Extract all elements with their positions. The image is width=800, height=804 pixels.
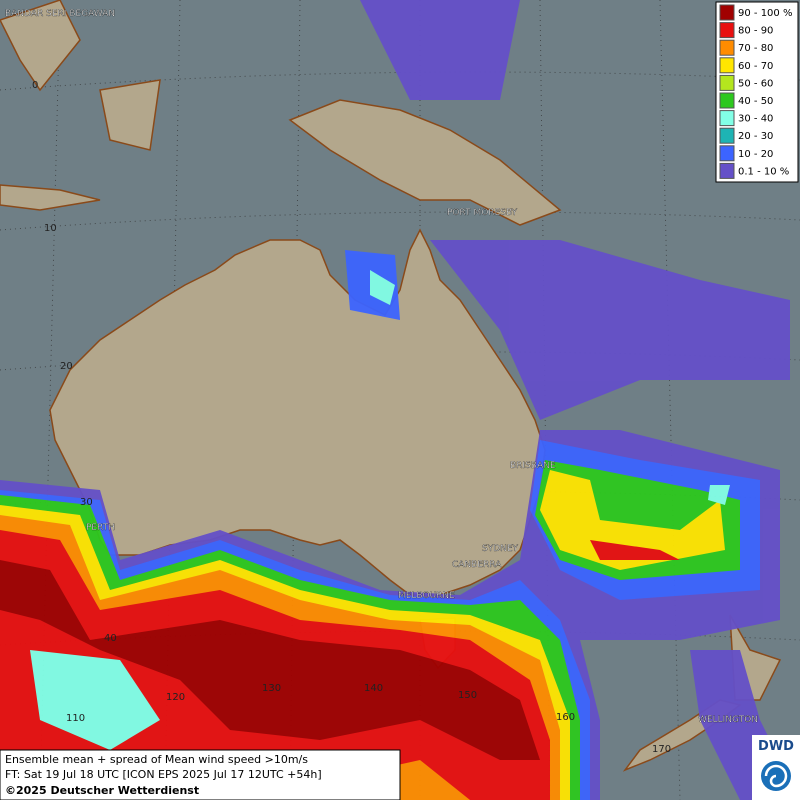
caption-line: ©2025 Deutscher Wetterdienst: [5, 784, 199, 797]
legend-swatch: [719, 162, 735, 179]
logo-text: DWD: [758, 739, 794, 754]
grid-label: 0: [32, 80, 38, 91]
grid-label: 150: [458, 690, 477, 701]
legend-swatch: [719, 110, 735, 127]
grid-label: 40: [104, 633, 117, 644]
legend-label: 30 - 40: [738, 114, 773, 125]
grid-label: 160: [556, 712, 575, 723]
legend-label: 20 - 30: [738, 131, 773, 142]
grid-label: 170: [652, 744, 671, 755]
grid-label: 20: [60, 361, 73, 372]
grid-label: 30: [80, 497, 93, 508]
legend-swatch: [719, 74, 735, 91]
legend-swatch: [719, 92, 735, 109]
city-label: MELBOURNE: [398, 591, 455, 601]
grid-label: 10: [44, 223, 57, 234]
city-label: PORT MORESBY: [447, 208, 518, 218]
legend-swatch: [719, 22, 735, 39]
caption-line: FT: Sat 19 Jul 18 UTC [ICON EPS 2025 Jul…: [5, 768, 322, 781]
legend-label: 0.1 - 10 %: [738, 166, 789, 177]
grid-label: 130: [262, 683, 281, 694]
legend-swatch: [719, 39, 735, 56]
caption-box: [0, 749, 401, 801]
logo-swirl: [764, 764, 788, 788]
city-label: BRISBANE: [510, 461, 556, 471]
city-label: SYDNEY: [482, 544, 519, 554]
legend: 90 - 100 % 80 - 90 70 - 80 60 - 70 50 - 60 40…: [715, 1, 799, 183]
city-label: WELLINGTON: [698, 715, 758, 725]
legend-label: 60 - 70: [738, 61, 773, 72]
legend-swatch: [719, 4, 735, 21]
grid-label: 110: [66, 713, 85, 724]
legend-label: 40 - 50: [738, 96, 773, 107]
legend-swatch: [719, 127, 735, 144]
legend-swatch: [719, 145, 735, 162]
city-label: CANBERRA: [452, 560, 502, 570]
legend-swatch: [719, 57, 735, 74]
legend-label: 50 - 60: [738, 78, 773, 89]
legend-label: 80 - 90: [738, 26, 773, 37]
city-label: PERTH: [86, 523, 115, 533]
grid-label: 120: [166, 692, 185, 703]
city-label: BANDAR SERI BEGAWAN: [5, 9, 115, 19]
legend-label: 10 - 20: [738, 149, 773, 160]
caption-line: Ensemble mean + spread of Mean wind spee…: [5, 753, 308, 766]
legend-label: 90 - 100 %: [738, 8, 792, 19]
grid-label: 140: [364, 683, 383, 694]
legend-label: 70 - 80: [738, 43, 773, 54]
landmasses: [0, 0, 782, 772]
